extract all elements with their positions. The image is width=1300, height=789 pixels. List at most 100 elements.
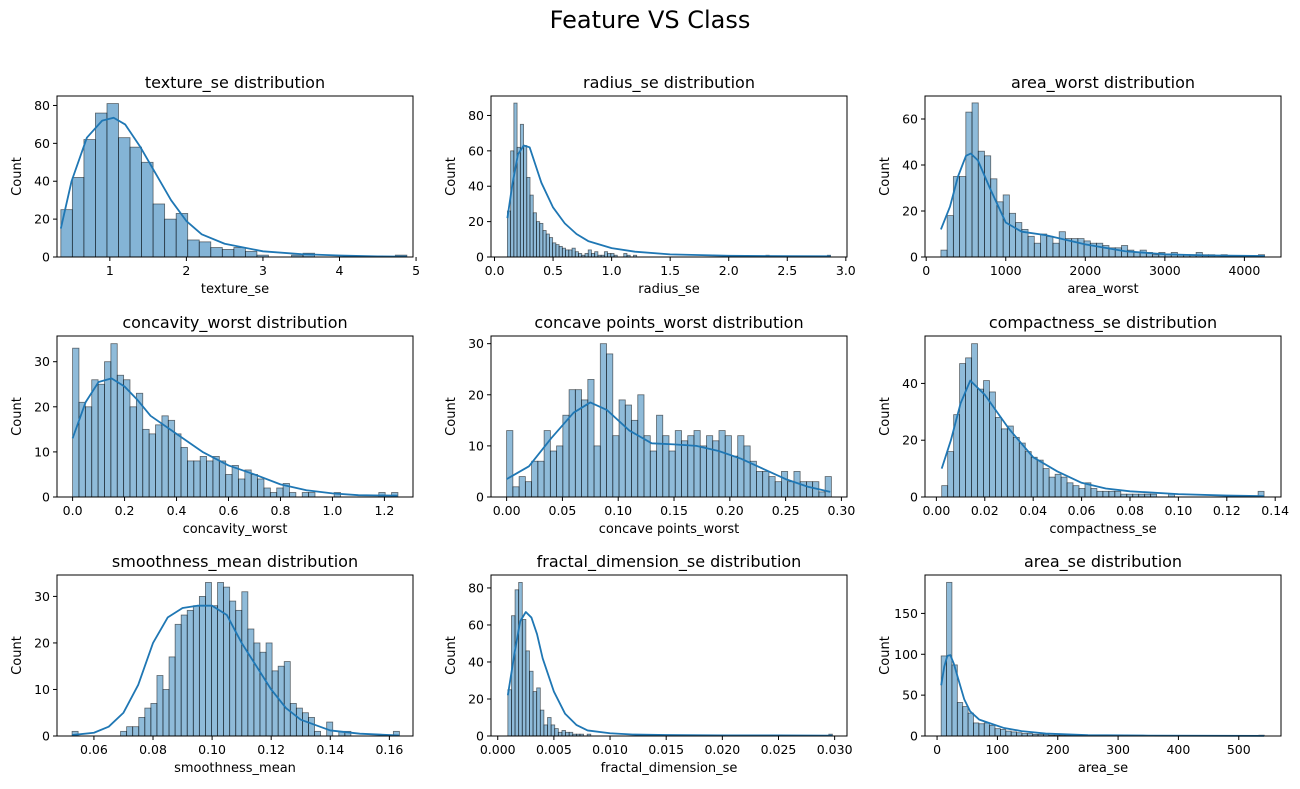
histogram-bar [1033,242,1041,258]
histogram-bar [253,642,261,737]
histogram-bar [1077,238,1085,258]
histogram-bar [1048,476,1056,498]
histogram-bar [561,730,566,737]
histogram-bar [180,446,188,498]
histogram-bar [568,731,574,737]
histogram-bar [699,445,707,498]
histogram-bar [1052,242,1060,258]
histogram-bar [174,623,182,737]
x-tick-label: 0 [933,742,941,757]
histogram-bar [574,251,579,258]
y-tick-label: 30 [34,589,50,604]
histogram-bar [1021,228,1029,258]
histogram-bar [674,430,682,498]
histogram-bar [523,145,528,258]
y-tick-label: 60 [468,143,484,158]
histogram-bar [1096,242,1104,258]
x-tick-label: 500 [1227,742,1251,757]
histogram-bar [106,103,119,258]
histogram-bar [217,582,225,737]
histogram-bar [174,433,182,498]
histogram-bar [967,712,974,737]
axes-frame [56,95,414,258]
histogram-bar [984,155,992,258]
histogram-bar [1015,222,1023,258]
histogram-bar [289,703,297,737]
histogram-bar [1040,233,1048,258]
y-axis-label: Count [878,636,893,675]
axes-frame [56,574,414,737]
subplot-4: 0.0 0.2 0.4 0.6 0.8 1.0 1.2 0 10 20 30 concavity_wo… [10,313,414,537]
y-tick-label: 0 [476,490,484,505]
histogram-bar [526,176,531,258]
histogram-bar [244,469,252,498]
y-tick-label: 20 [34,399,50,414]
y-tick-label: 30 [468,336,484,351]
histogram-bar [983,722,991,737]
histogram-bar [749,460,757,498]
x-tick-label: 0.25 [772,503,800,518]
histogram-bar [1060,476,1068,498]
histogram-bar [513,102,518,258]
kde-line [940,654,1265,737]
x-tick-label: 0.10 [604,503,632,518]
y-tick-label: 20 [468,691,484,706]
histogram-bar [142,428,150,498]
histogram-bar [1018,442,1026,498]
histogram-bar [210,247,223,258]
x-tick-label: 300 [1106,742,1130,757]
figure-suptitle: Feature VS Class [550,6,751,34]
histogram-bar [946,215,954,258]
histogram-bar [1024,451,1032,498]
x-axis-label: radius_se [638,282,699,297]
histogram-bar [565,731,570,737]
x-tick-label: 0.20 [716,503,744,518]
histogram-bars [507,582,833,737]
kde-line [506,144,831,258]
y-tick-label: 0 [476,250,484,265]
histogram-bar [774,481,782,498]
histogram-bar [241,591,249,737]
x-tick-label: 0.00 [922,503,950,518]
histogram-bar [180,614,188,737]
histogram-bar [568,389,576,498]
histogram-bar [618,399,626,498]
histogram-bar [552,242,557,258]
histogram-bar [545,233,550,258]
histogram-bar [603,251,608,258]
histogram-bar [989,724,996,737]
x-tick-label: 0.005 [536,742,572,757]
subplot-9: 0 100 200 300 400 500 0 50 100 150 area_se distrib… [878,552,1282,776]
x-tick-label: 0.12 [1213,503,1241,518]
y-tick-label: 40 [468,179,484,194]
y-tick-label: 0 [910,490,918,505]
x-tick-label: 4000 [1228,263,1260,278]
histogram-bar [623,253,628,258]
histogram-bar [718,430,726,498]
histogram-bar [223,586,231,737]
axes-frame [56,335,414,498]
histogram-bar [591,253,596,258]
histogram-bar [724,435,732,498]
histogram-bar [536,687,541,737]
x-tick-label: 2.5 [777,263,797,278]
histogram-bar [1114,490,1122,498]
x-tick-label: 0.16 [375,742,403,757]
histogram-bar [138,716,146,737]
subplot-title: concave points_worst distribution [534,313,803,333]
histogram-bar [994,728,1001,737]
histogram-bar [512,486,520,498]
histogram-bar [193,460,201,498]
x-axis-label: concave points_worst [599,522,740,537]
histogram-bar [818,491,826,498]
subplot-title: concavity_worst distribution [122,313,347,333]
x-axis-label: fractal_dimension_se [601,761,738,776]
histogram-bar [524,481,533,498]
kde-line [71,604,400,737]
histogram-bars [506,343,832,498]
y-axis-label: Count [10,636,25,675]
y-tick-label: 100 [894,647,918,662]
x-axis-label: area_se [1078,761,1128,776]
histogram-bar [295,707,303,737]
histogram-bar [539,709,545,737]
